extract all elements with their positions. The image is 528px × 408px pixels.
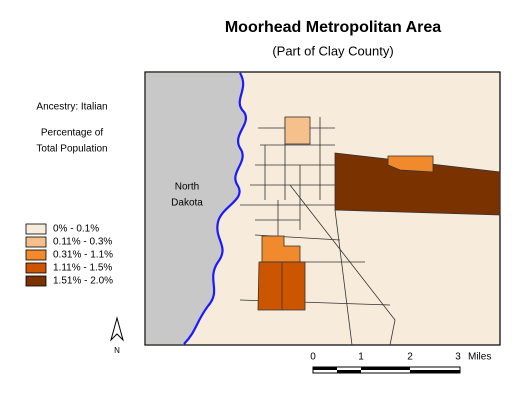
tract [257,261,306,311]
tract [334,152,501,216]
north-arrow: N [110,316,124,355]
tract [284,116,311,145]
tract-lines [239,117,396,346]
measure-label: Percentage of [41,128,103,139]
scale-unit: Miles [468,352,491,363]
subtitle: (Part of Clay County) [272,43,393,58]
region-label: Dakota [171,198,203,209]
arrow [110,316,124,342]
title: Moorhead Metropolitan Area [225,19,441,36]
scale-segment [361,367,410,370]
north-label: N [114,346,120,355]
legend-swatch [25,262,47,274]
scale-label: 1 [358,352,364,363]
legend-swatch [25,236,47,248]
river [183,72,247,345]
scale-segment [337,370,361,373]
legend-label: 0.31% - 1.1% [53,250,113,261]
legend-swatch [25,275,47,287]
legend-label: 0% - 0.1% [53,224,99,235]
scale-label: 3 [455,352,461,363]
legend-label: 0.11% - 0.3% [53,237,112,248]
legend: 0% - 0.1% 0.11% - 0.3% 0.31% - 1.1% 1.11% -… [25,223,113,287]
legend-swatch [25,223,47,235]
region-label: North [175,182,199,193]
scale-label: 2 [407,352,413,363]
legend-label: 1.51% - 2.0% [53,276,113,287]
scale-bar: 0 1 2 3 Miles [310,352,491,374]
scale-segment [410,370,460,373]
legend-swatch [25,249,47,261]
tract [387,155,434,173]
measure-label: Total Population [36,144,107,155]
map: North Dakota [144,71,501,346]
legend-label: 1.11% - 1.5% [53,263,112,274]
scale-label: 0 [310,352,316,363]
scale-segment [313,367,337,370]
variable-label: Ancestry: Italian [36,102,107,113]
north-dakota-area [146,73,246,344]
